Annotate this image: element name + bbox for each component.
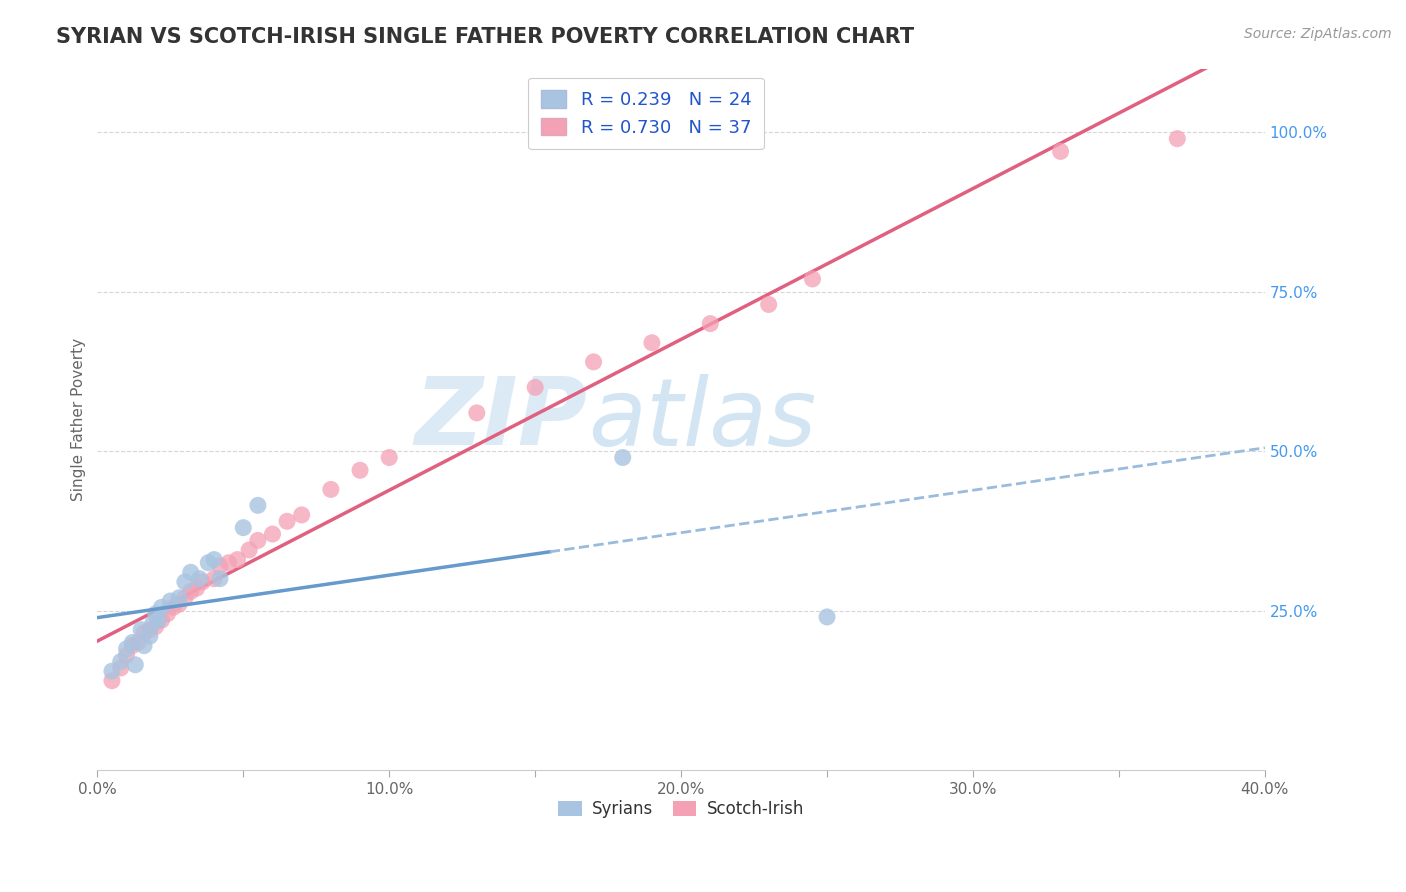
Point [349,463,371,477]
Point [121,635,143,649]
Point [101,673,124,688]
Point [167,597,190,611]
Text: Source: ZipAtlas.com: Source: ZipAtlas.com [1244,27,1392,41]
Point [139,623,162,637]
Point [121,639,143,653]
Point [186,581,208,595]
Point [162,600,184,615]
Point [132,626,155,640]
Point [218,556,240,570]
Point [202,572,225,586]
Point [524,380,547,394]
Point [465,406,488,420]
Point [208,572,231,586]
Point [150,600,173,615]
Y-axis label: Single Father Poverty: Single Father Poverty [72,338,86,500]
Point [291,508,314,522]
Text: ZIP: ZIP [415,373,588,466]
Point [246,533,269,548]
Point [110,661,132,675]
Point [159,594,181,608]
Point [246,499,269,513]
Point [129,623,152,637]
Point [699,317,721,331]
Point [115,648,138,663]
Point [156,607,179,621]
Point [262,527,284,541]
Point [801,272,824,286]
Point [139,629,162,643]
Point [124,657,146,672]
Point [110,655,132,669]
Point [202,552,225,566]
Point [1166,131,1188,145]
Point [174,591,197,605]
Point [815,610,838,624]
Point [150,613,173,627]
Point [145,607,167,621]
Point [758,297,780,311]
Point [115,641,138,656]
Point [276,514,298,528]
Text: SYRIAN VS SCOTCH-IRISH SINGLE FATHER POVERTY CORRELATION CHART: SYRIAN VS SCOTCH-IRISH SINGLE FATHER POV… [56,27,914,46]
Point [180,566,202,580]
Point [1049,145,1071,159]
Point [582,355,605,369]
Point [232,521,254,535]
Point [226,552,249,566]
Point [197,556,219,570]
Point [191,574,214,589]
Point [101,664,124,678]
Legend: Syrians, Scotch-Irish: Syrians, Scotch-Irish [551,794,810,825]
Point [378,450,401,465]
Point [612,450,634,465]
Point [174,574,197,589]
Point [132,639,155,653]
Point [127,635,149,649]
Point [208,558,231,573]
Point [167,591,190,605]
Point [641,335,664,350]
Text: atlas: atlas [588,374,815,465]
Point [180,584,202,599]
Point [145,619,167,633]
Point [319,483,342,497]
Point [142,616,165,631]
Point [148,613,170,627]
Point [238,543,260,558]
Point [188,572,211,586]
